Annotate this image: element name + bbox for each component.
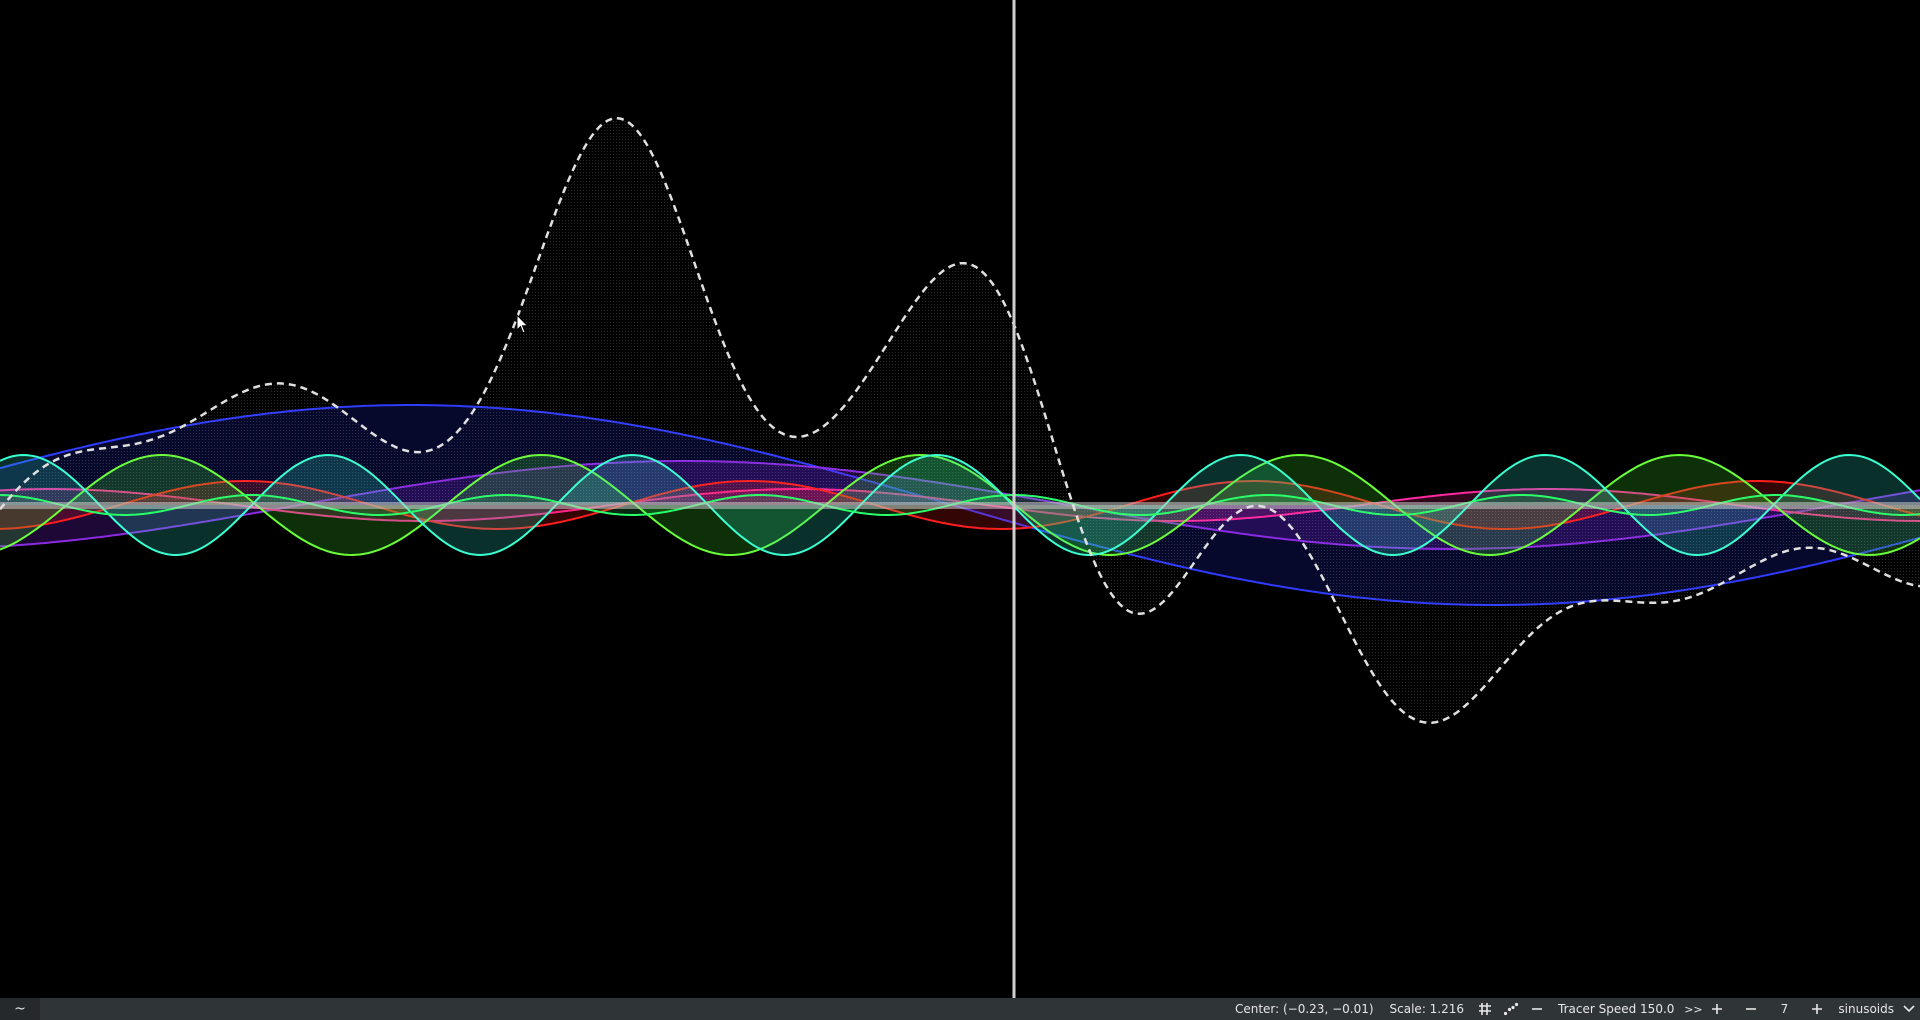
mode-select-value: sinusoids bbox=[1838, 1002, 1894, 1016]
mode-dropdown-button[interactable] bbox=[1898, 998, 1920, 1020]
count-increase-button[interactable] bbox=[1804, 998, 1830, 1020]
chevron-down-icon bbox=[1903, 1005, 1915, 1013]
tilde-icon: ~ bbox=[14, 1001, 26, 1017]
center-readout: Center: (−0.23, −0.01) bbox=[1234, 1002, 1374, 1016]
status-bar: ~ Center: (−0.23, −0.01) Scale: 1.216 Tr… bbox=[0, 998, 1920, 1020]
grid-icon bbox=[1479, 1003, 1492, 1015]
fast-forward-button[interactable]: >> bbox=[1682, 998, 1704, 1020]
sum-curve-line bbox=[0, 116, 1920, 725]
scatter-icon bbox=[1503, 1002, 1519, 1016]
scale-readout: Scale: 1.216 bbox=[1389, 1002, 1465, 1016]
mouse-cursor-icon bbox=[516, 314, 529, 334]
tracer-speed-increase-button[interactable] bbox=[1704, 998, 1730, 1020]
plus-icon bbox=[1712, 1004, 1723, 1014]
sinusoid-count-value[interactable]: 7 bbox=[1780, 1002, 1789, 1016]
minus-icon bbox=[1746, 1008, 1757, 1010]
fast-forward-icon: >> bbox=[1684, 1002, 1703, 1016]
tracer-speed-readout: Tracer Speed 150.0 bbox=[1558, 1002, 1675, 1016]
minus-icon bbox=[1532, 1008, 1543, 1010]
plot-canvas[interactable] bbox=[0, 0, 1920, 998]
mode-select[interactable]: sinusoids bbox=[1830, 998, 1898, 1020]
sinusoid-plot[interactable] bbox=[0, 0, 1920, 998]
plus-icon bbox=[1812, 1004, 1823, 1014]
app-menu-button[interactable]: ~ bbox=[0, 998, 40, 1020]
x-axis-band bbox=[0, 502, 1920, 509]
sum-curve-fill bbox=[0, 118, 1920, 723]
grid-toggle-button[interactable] bbox=[1472, 998, 1498, 1020]
count-decrease-button[interactable] bbox=[1738, 998, 1764, 1020]
scatter-toggle-button[interactable] bbox=[1498, 998, 1524, 1020]
tracer-speed-decrease-button[interactable] bbox=[1524, 998, 1550, 1020]
sum-layer bbox=[0, 116, 1920, 725]
